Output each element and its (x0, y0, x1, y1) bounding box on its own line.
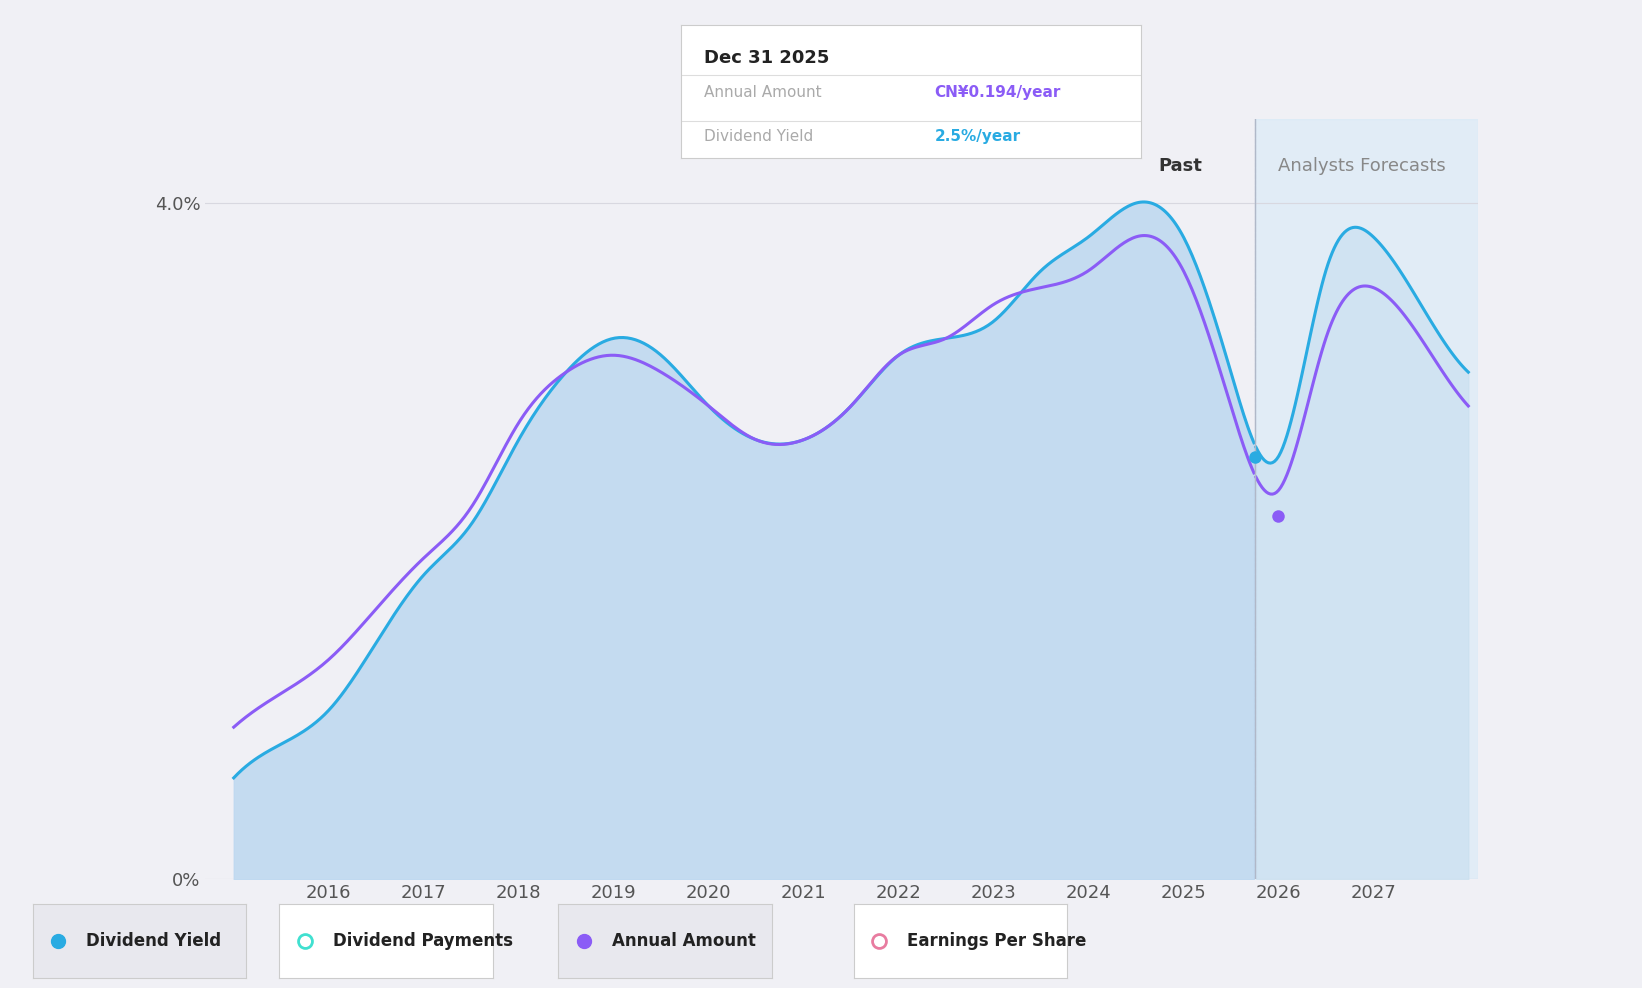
Text: Past: Past (1159, 157, 1202, 175)
Text: Earnings Per Share: Earnings Per Share (908, 932, 1087, 950)
Text: Dividend Yield: Dividend Yield (704, 128, 814, 143)
Text: Dividend Payments: Dividend Payments (332, 932, 512, 950)
Text: CN¥0.194/year: CN¥0.194/year (934, 85, 1061, 100)
Text: Annual Amount: Annual Amount (612, 932, 755, 950)
Text: Annual Amount: Annual Amount (704, 85, 823, 100)
Bar (1254, 119, 1478, 879)
Text: 2.5%/year: 2.5%/year (934, 128, 1020, 143)
Text: Analysts Forecasts: Analysts Forecasts (1279, 157, 1447, 175)
Text: Dec 31 2025: Dec 31 2025 (704, 48, 829, 67)
Text: Dividend Yield: Dividend Yield (87, 932, 222, 950)
